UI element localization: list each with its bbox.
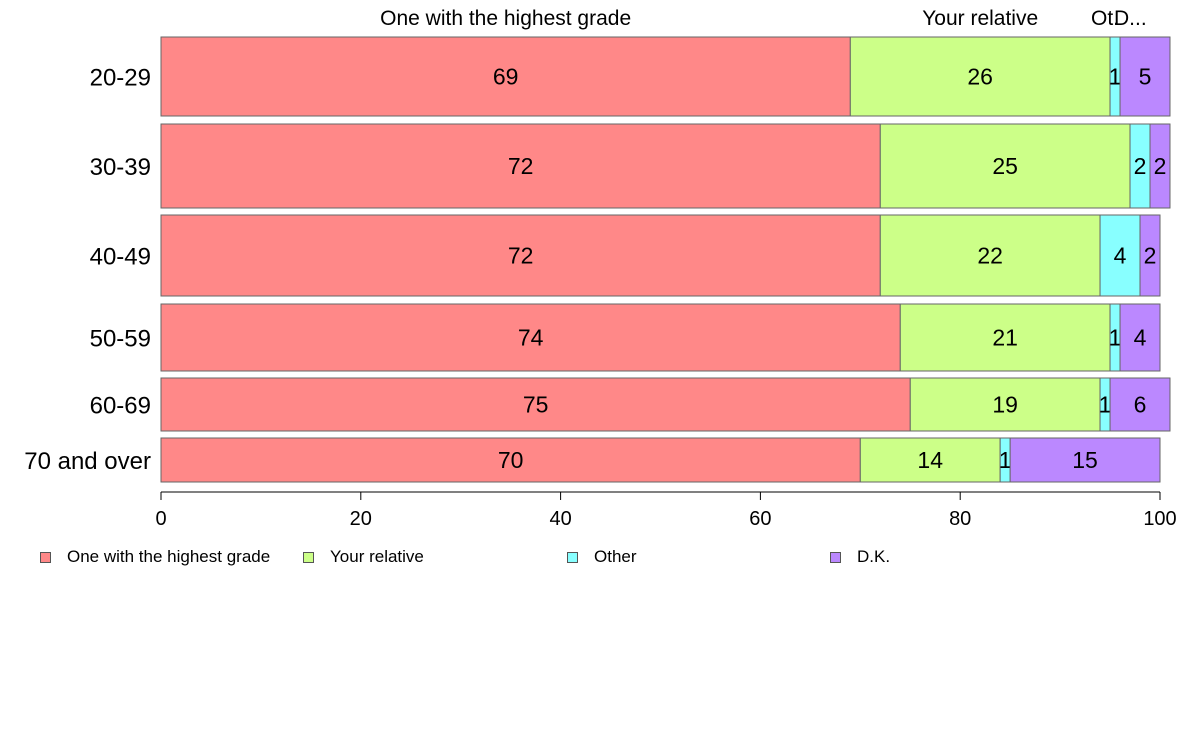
data-label-40-49-other: 4 bbox=[1114, 243, 1127, 269]
data-label-50-59-one-with-the-highest-grade: 74 bbox=[518, 325, 544, 351]
data-label-60-69-your-relative: 19 bbox=[992, 392, 1018, 418]
legend-item-your-relative: Your relative bbox=[303, 547, 424, 567]
data-label-30-39-your-relative: 25 bbox=[992, 153, 1018, 179]
x-axis: 0 20 40 60 80 100 bbox=[155, 491, 1177, 530]
x-tick-label-20: 20 bbox=[350, 508, 372, 530]
data-label-70-and-over-d-k: 15 bbox=[1072, 447, 1098, 473]
category-label-70-and-over: 70 and over bbox=[24, 448, 151, 475]
bar-60-69-d-k bbox=[1109, 377, 1171, 432]
x-tick-label-80: 80 bbox=[949, 508, 971, 530]
x-tick-label-100: 100 bbox=[1143, 508, 1176, 530]
category-label-20-29: 20-29 bbox=[90, 65, 151, 92]
top-label-2: Your relative bbox=[922, 7, 1038, 30]
bar-70-and-over-d-k bbox=[1009, 437, 1161, 483]
legend-label-dk: D.K. bbox=[857, 547, 891, 566]
data-label-70-and-over-one-with-the-highest-grade: 70 bbox=[498, 447, 524, 473]
category-label-40-49: 40-49 bbox=[90, 244, 151, 271]
bar-40-49-one-with-the-highest-grade bbox=[160, 214, 881, 297]
category-labels: 20-29 30-39 40-49 50-59 60-69 70 and over bbox=[24, 65, 151, 476]
data-label-30-39-d-k: 2 bbox=[1154, 153, 1167, 179]
x-tick-label-60: 60 bbox=[749, 508, 771, 530]
data-label-60-69-one-with-the-highest-grade: 75 bbox=[523, 392, 549, 418]
legend-label-other: Other bbox=[594, 547, 637, 566]
legend-swatch-dk bbox=[830, 551, 841, 563]
bar-50-59-d-k bbox=[1119, 303, 1161, 372]
bar-30-39-d-k bbox=[1149, 123, 1171, 209]
category-label-30-39: 30-39 bbox=[90, 154, 151, 181]
data-label-40-49-one-with-the-highest-grade: 72 bbox=[508, 243, 534, 269]
data-label-60-69-d-k: 6 bbox=[1134, 392, 1147, 418]
data-label-70-and-over-other: 1 bbox=[999, 447, 1012, 473]
top-header-labels: One with the highest grade Your relative O… bbox=[380, 7, 1147, 30]
category-label-60-69: 60-69 bbox=[90, 393, 151, 420]
top-label-3: Ot. bbox=[1091, 7, 1119, 30]
data-label-50-59-other: 1 bbox=[1109, 325, 1122, 351]
bar-20-29-d-k bbox=[1119, 36, 1171, 117]
data-label-50-59-d-k: 4 bbox=[1134, 325, 1147, 351]
data-label-20-29-your-relative: 26 bbox=[967, 64, 993, 90]
bar-50-59-your-relative bbox=[899, 303, 1111, 372]
data-label-20-29-d-k: 5 bbox=[1139, 64, 1152, 90]
bar-30-39-your-relative bbox=[879, 123, 1131, 209]
bar-70-and-over-one-with-the-highest-grade bbox=[160, 437, 861, 483]
bar-20-29-your-relative bbox=[849, 36, 1111, 117]
bars: 69 26 1 572 25 2 272 22 4 274 21 1 475 19 1 670 14 1 15 bbox=[160, 36, 1171, 483]
bar-30-39-one-with-the-highest-grade bbox=[160, 123, 881, 209]
legend-label-highest-grade: One with the highest grade bbox=[67, 547, 271, 566]
top-label-4: D... bbox=[1114, 7, 1147, 30]
legend-swatch-other bbox=[567, 551, 578, 563]
data-label-70-and-over-your-relative: 14 bbox=[917, 447, 943, 473]
category-label-50-59: 50-59 bbox=[90, 326, 151, 353]
data-label-30-39-one-with-the-highest-grade: 72 bbox=[508, 153, 534, 179]
data-label-20-29-one-with-the-highest-grade: 69 bbox=[493, 64, 519, 90]
legend-swatch-highest-grade bbox=[40, 551, 51, 563]
bar-40-49-other bbox=[1099, 214, 1141, 297]
data-label-20-29-other: 1 bbox=[1109, 64, 1122, 90]
data-label-40-49-your-relative: 22 bbox=[977, 243, 1003, 269]
data-label-60-69-other: 1 bbox=[1099, 392, 1112, 418]
x-tick-label-40: 40 bbox=[549, 508, 571, 530]
legend-label-your-relative: Your relative bbox=[330, 547, 424, 566]
bar-40-49-d-k bbox=[1139, 214, 1161, 297]
top-label-1: One with the highest grade bbox=[380, 7, 631, 30]
x-tick-label-0: 0 bbox=[155, 508, 166, 530]
legend-item-other: Other bbox=[567, 547, 637, 567]
legend-item-dk: D.K. bbox=[830, 547, 890, 567]
legend: One with the highest grade Your relative… bbox=[40, 547, 1140, 567]
legend-swatch-your-relative bbox=[303, 551, 314, 563]
data-label-50-59-your-relative: 21 bbox=[992, 325, 1018, 351]
legend-item-highest-grade: One with the highest grade bbox=[40, 547, 270, 567]
bar-60-69-one-with-the-highest-grade bbox=[160, 377, 911, 432]
data-label-30-39-other: 2 bbox=[1134, 153, 1147, 179]
data-label-40-49-d-k: 2 bbox=[1144, 243, 1157, 269]
bar-60-69-your-relative bbox=[909, 377, 1101, 432]
